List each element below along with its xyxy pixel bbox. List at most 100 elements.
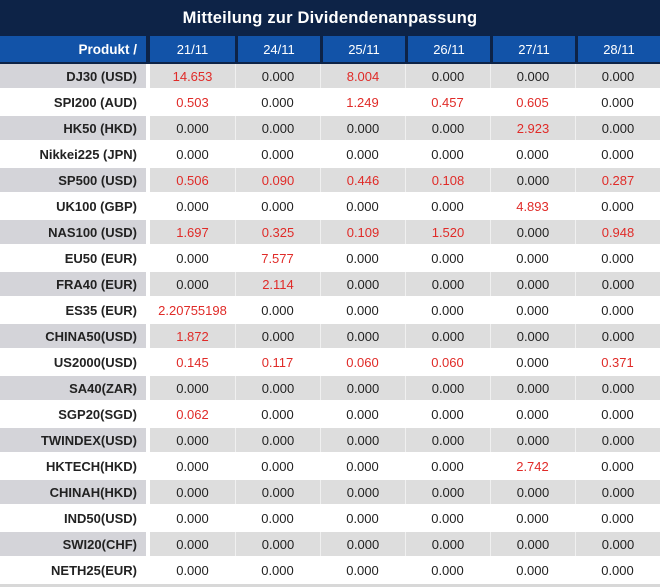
column-divider <box>146 142 150 166</box>
value-cell: 0.000 <box>575 480 660 504</box>
value-cell: 0.325 <box>235 220 320 244</box>
value-cell: 0.000 <box>490 272 575 296</box>
value-cell: 0.000 <box>575 116 660 140</box>
column-divider <box>146 194 150 218</box>
table-row: IND50(USD) 0.000 0.000 0.000 0.000 0.000 0.00… <box>0 506 660 532</box>
value-cell: 0.503 <box>150 90 235 114</box>
value-cell: 0.145 <box>150 350 235 374</box>
header-divider <box>146 36 150 62</box>
value-cell: 0.371 <box>575 350 660 374</box>
bottom-edge-strip <box>0 584 660 587</box>
value-cell: 0.000 <box>235 142 320 166</box>
value-cell: 1.249 <box>320 90 405 114</box>
value-cell: 0.000 <box>575 506 660 530</box>
value-cell: 0.000 <box>490 246 575 270</box>
value-cell: 0.000 <box>150 142 235 166</box>
value-cell: 0.000 <box>405 116 490 140</box>
value-cell: 0.287 <box>575 168 660 192</box>
value-cell: 0.000 <box>150 194 235 218</box>
title-bar: Mitteilung zur Dividendenanpassung <box>0 0 660 36</box>
value-cell: 14.653 <box>150 64 235 88</box>
value-cell: 0.000 <box>320 506 405 530</box>
value-cell: 0.000 <box>490 298 575 322</box>
value-cell: 0.117 <box>235 350 320 374</box>
value-cell: 4.893 <box>490 194 575 218</box>
value-cell: 1.697 <box>150 220 235 244</box>
column-divider <box>146 90 150 114</box>
column-divider <box>146 532 150 556</box>
value-cell: 0.000 <box>490 324 575 348</box>
value-cell: 0.000 <box>575 454 660 478</box>
column-header-24-11: 24/11 <box>235 36 320 62</box>
product-cell: CHINA50(USD) <box>0 324 146 348</box>
table-row: Nikkei225 (JPN) 0.000 0.000 0.000 0.000 0.00… <box>0 142 660 168</box>
product-cell: HK50 (HKD) <box>0 116 146 140</box>
product-cell: IND50(USD) <box>0 506 146 530</box>
value-cell: 0.000 <box>490 168 575 192</box>
product-cell: UK100 (GBP) <box>0 194 146 218</box>
product-cell: TWINDEX(USD) <box>0 428 146 452</box>
value-cell: 0.000 <box>405 376 490 400</box>
table-row: SP500 (USD) 0.506 0.090 0.446 0.108 0.000 0.2… <box>0 168 660 194</box>
value-cell: 0.000 <box>150 116 235 140</box>
value-cell: 0.000 <box>490 480 575 504</box>
value-cell: 0.000 <box>320 272 405 296</box>
product-cell: SPI200 (AUD) <box>0 90 146 114</box>
table-row: TWINDEX(USD) 0.000 0.000 0.000 0.000 0.000 0.… <box>0 428 660 454</box>
value-cell: 0.000 <box>575 246 660 270</box>
product-cell: FRA40 (EUR) <box>0 272 146 296</box>
column-divider <box>146 220 150 244</box>
value-cell: 0.000 <box>405 480 490 504</box>
value-cell: 0.000 <box>575 376 660 400</box>
value-cell: 0.000 <box>405 428 490 452</box>
table-row: FRA40 (EUR) 0.000 2.114 0.000 0.000 0.000 0.0… <box>0 272 660 298</box>
value-cell: 0.000 <box>320 454 405 478</box>
column-header-produkt: Produkt / <box>0 36 146 62</box>
value-cell: 0.000 <box>150 246 235 270</box>
value-cell: 1.520 <box>405 220 490 244</box>
value-cell: 0.446 <box>320 168 405 192</box>
value-cell: 0.948 <box>575 220 660 244</box>
product-cell: US2000(USD) <box>0 350 146 374</box>
value-cell: 0.060 <box>405 350 490 374</box>
product-cell: CHINAH(HKD) <box>0 480 146 504</box>
value-cell: 7.577 <box>235 246 320 270</box>
value-cell: 0.457 <box>405 90 490 114</box>
value-cell: 0.000 <box>575 64 660 88</box>
value-cell: 2.923 <box>490 116 575 140</box>
value-cell: 0.090 <box>235 168 320 192</box>
value-cell: 0.108 <box>405 168 490 192</box>
value-cell: 2.742 <box>490 454 575 478</box>
table-row: US2000(USD) 0.145 0.117 0.060 0.060 0.000 0.3… <box>0 350 660 376</box>
value-cell: 0.000 <box>405 64 490 88</box>
column-divider <box>146 168 150 192</box>
value-cell: 0.000 <box>235 64 320 88</box>
value-cell: 0.000 <box>320 402 405 426</box>
value-cell: 1.872 <box>150 324 235 348</box>
product-cell: SGP20(SGD) <box>0 402 146 426</box>
value-cell: 0.000 <box>405 194 490 218</box>
column-divider <box>146 376 150 400</box>
table-row: NETH25(EUR) 0.000 0.000 0.000 0.000 0.000 0.0… <box>0 558 660 584</box>
value-cell: 0.000 <box>405 506 490 530</box>
value-cell: 0.000 <box>320 532 405 556</box>
table-row: SPI200 (AUD) 0.503 0.000 1.249 0.457 0.605 0.… <box>0 90 660 116</box>
value-cell: 0.000 <box>320 558 405 582</box>
value-cell: 0.000 <box>575 272 660 296</box>
column-divider <box>146 298 150 322</box>
column-divider <box>146 454 150 478</box>
column-header-28-11: 28/11 <box>575 36 660 62</box>
value-cell: 0.000 <box>235 194 320 218</box>
page-title: Mitteilung zur Dividendenanpassung <box>182 8 478 27</box>
value-cell: 0.062 <box>150 402 235 426</box>
column-header-26-11: 26/11 <box>405 36 490 62</box>
value-cell: 0.000 <box>575 402 660 426</box>
value-cell: 0.000 <box>405 454 490 478</box>
column-header-27-11: 27/11 <box>490 36 575 62</box>
column-divider <box>146 116 150 140</box>
value-cell: 0.000 <box>150 506 235 530</box>
value-cell: 0.000 <box>405 298 490 322</box>
value-cell: 0.000 <box>490 428 575 452</box>
product-cell: SWI20(CHF) <box>0 532 146 556</box>
